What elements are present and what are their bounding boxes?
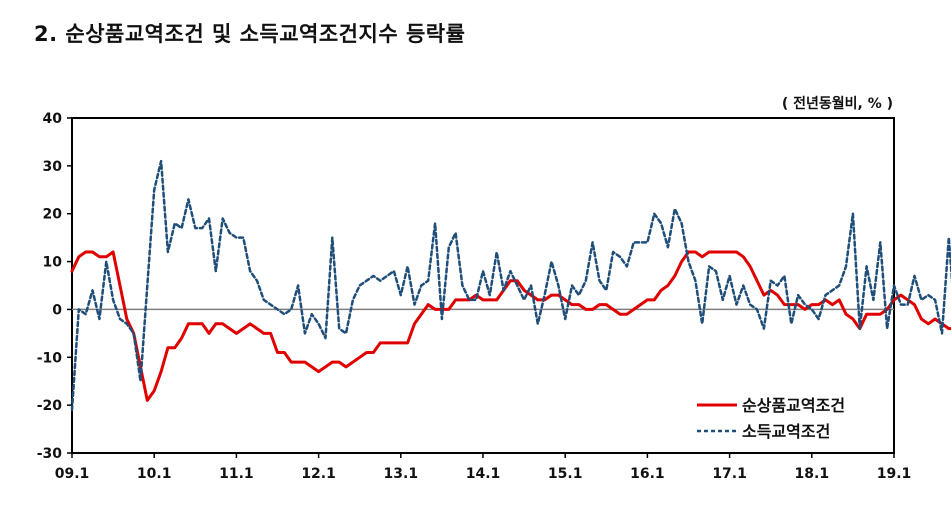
y-tick-label: 30 xyxy=(43,159,63,175)
x-tick-label: 15.1 xyxy=(548,466,583,482)
legend-label-1: 순상품교역조건 xyxy=(742,396,845,415)
y-tick-label: -20 xyxy=(37,398,63,414)
x-tick-label: 14.1 xyxy=(466,466,501,482)
x-tick-label: 09.1 xyxy=(55,466,90,482)
plot-area-frame xyxy=(71,117,895,454)
legend-label-2: 소득교역조건 xyxy=(742,422,830,441)
unit-label: ( 전년동월비, % ) xyxy=(781,96,893,112)
x-tick-label: 16.1 xyxy=(630,466,665,482)
y-tick-label: 20 xyxy=(43,207,63,223)
y-axis-ticks: 40 30 20 10 0 -10 -20 -30 xyxy=(37,111,72,462)
series-group xyxy=(70,159,951,412)
y-tick-label: 40 xyxy=(43,111,63,127)
y-tick-label: -30 xyxy=(37,446,63,462)
x-tick-label: 11.1 xyxy=(219,466,254,482)
x-axis-ticks: 09.1 10.1 11.1 12.1 13.1 14.1 15.1 16.1 17.1 18.1… xyxy=(55,453,912,482)
y-tick-label: 10 xyxy=(43,255,63,271)
page-title: 2. 순상품교역조건 및 소득교역조건지수 등락률 xyxy=(34,22,466,46)
x-tick-label: 17.1 xyxy=(712,466,747,482)
y-tick-label: -10 xyxy=(37,350,63,366)
series-line-2 xyxy=(70,159,951,412)
series-line-1 xyxy=(70,250,951,402)
x-tick-label: 13.1 xyxy=(384,466,419,482)
y-tick-label: 0 xyxy=(52,302,62,318)
x-tick-label: 19.1 xyxy=(877,466,912,482)
x-tick-label: 18.1 xyxy=(795,466,830,482)
x-tick-label: 12.1 xyxy=(301,466,336,482)
x-tick-label: 10.1 xyxy=(137,466,172,482)
